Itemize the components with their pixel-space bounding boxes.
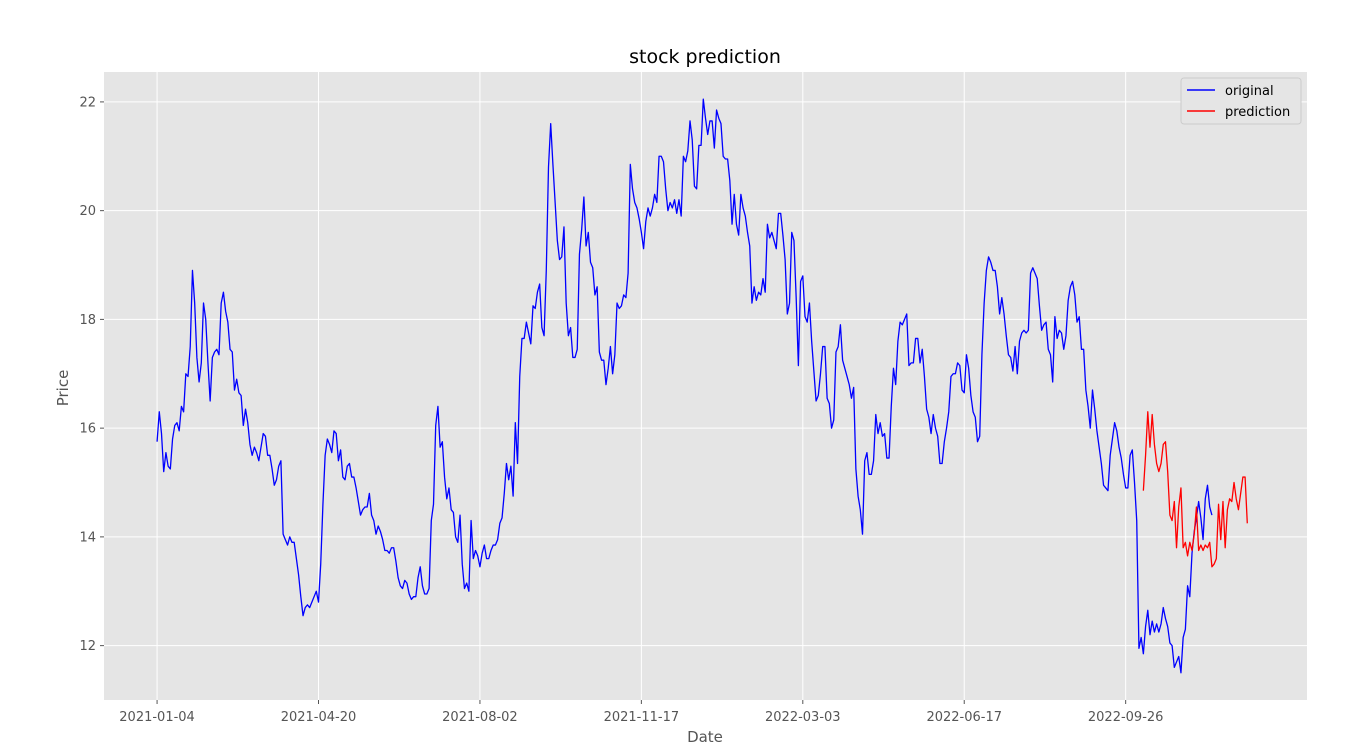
y-tick-label: 18	[79, 313, 96, 328]
y-tick-label: 12	[79, 639, 96, 654]
plot-background	[104, 72, 1307, 700]
y-tick-label: 16	[79, 422, 96, 437]
chart-title: stock prediction	[629, 46, 781, 68]
y-axis-label: Price	[54, 370, 72, 407]
legend: original prediction	[1180, 77, 1302, 125]
axis-ticks: 2021-01-04 2021-04-20 2021-08-02 2021-11-17…	[79, 95, 1163, 725]
x-tick-label: 2021-04-20	[281, 710, 357, 725]
series-line-original	[156, 98, 1213, 674]
y-tick-label: 20	[79, 204, 96, 219]
x-tick-label: 2021-11-17	[604, 710, 680, 725]
series-lines	[156, 98, 1248, 674]
x-axis-label: Date	[687, 728, 723, 746]
x-tick-label: 2021-01-04	[119, 710, 195, 725]
series-line-prediction	[1142, 411, 1248, 568]
legend-label-prediction: prediction	[1225, 105, 1290, 120]
x-tick-label: 2022-03-03	[765, 710, 841, 725]
legend-label-original: original	[1225, 84, 1274, 99]
x-tick-label: 2022-06-17	[926, 710, 1002, 725]
y-tick-label: 14	[79, 530, 96, 545]
x-tick-label: 2021-08-02	[442, 710, 518, 725]
x-tick-label: 2022-09-26	[1088, 710, 1164, 725]
y-tick-label: 22	[79, 95, 96, 110]
